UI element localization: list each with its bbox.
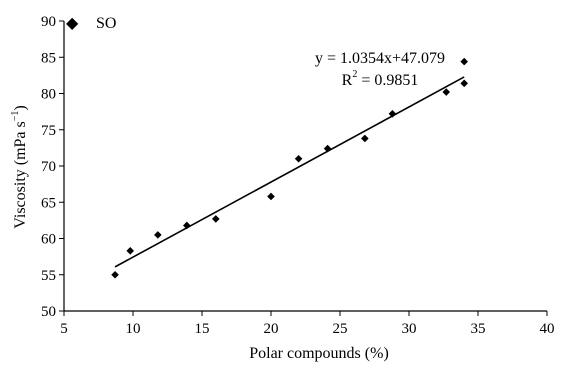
legend-label: SO: [96, 15, 116, 32]
y-tick-label: 80: [41, 87, 56, 103]
data-point: [324, 145, 332, 153]
data-points: [111, 58, 468, 279]
data-point: [460, 80, 468, 88]
y-tick-label: 50: [41, 304, 56, 320]
y-tick-label: 65: [41, 195, 56, 211]
y-axis-title-close: ): [12, 105, 29, 110]
x-tick-label: 5: [60, 321, 68, 337]
x-tick-label: 15: [195, 321, 210, 337]
axes: [64, 21, 547, 311]
data-point: [154, 231, 162, 239]
data-point: [267, 193, 275, 201]
data-point: [442, 88, 450, 96]
x-tick-label: 40: [540, 321, 555, 337]
y-tick-label: 70: [41, 159, 56, 175]
regression-equation: y = 1.0354x+47.079: [315, 50, 445, 67]
data-point: [460, 58, 468, 66]
x-axis-title: Polar compounds (%): [249, 345, 389, 362]
y-tick-label: 75: [41, 123, 56, 139]
data-point: [111, 271, 119, 279]
y-tick-label: 60: [41, 232, 56, 248]
x-tick-label: 10: [126, 321, 141, 337]
regression-annotation: y = 1.0354x+47.079 R2 = 0.9851: [315, 50, 445, 89]
y-axis-title-superscript: −1: [10, 111, 21, 122]
y-axis-title: Viscosity (mPa s−1): [10, 105, 29, 228]
y-tick-label: 55: [41, 268, 56, 284]
x-tick-label: 35: [471, 321, 486, 337]
r-squared-prefix: R: [342, 72, 353, 89]
trend-line: [115, 77, 464, 267]
r-squared: R2 = 0.9851: [342, 69, 419, 89]
data-point: [126, 247, 134, 255]
x-tick-label: 20: [264, 321, 279, 337]
legend: ◆ SO: [66, 15, 116, 32]
data-point: [212, 215, 220, 223]
data-point: [361, 135, 369, 143]
y-tick-label: 90: [41, 14, 56, 30]
x-tick-label: 25: [333, 321, 348, 337]
y-axis-title-main: Viscosity (mPa s: [12, 121, 29, 228]
r-squared-value: = 0.9851: [357, 72, 418, 89]
y-tick-label: 85: [41, 50, 56, 66]
x-ticks: 5 10 15 20 25 30 35 40: [60, 311, 554, 337]
data-point: [389, 110, 397, 118]
x-tick-label: 30: [402, 321, 417, 337]
legend-marker-icon: ◆: [66, 15, 79, 32]
data-point: [295, 155, 303, 163]
y-ticks: 50 55 60 65 70 75 80 85 90: [41, 14, 64, 320]
data-point: [183, 222, 191, 230]
